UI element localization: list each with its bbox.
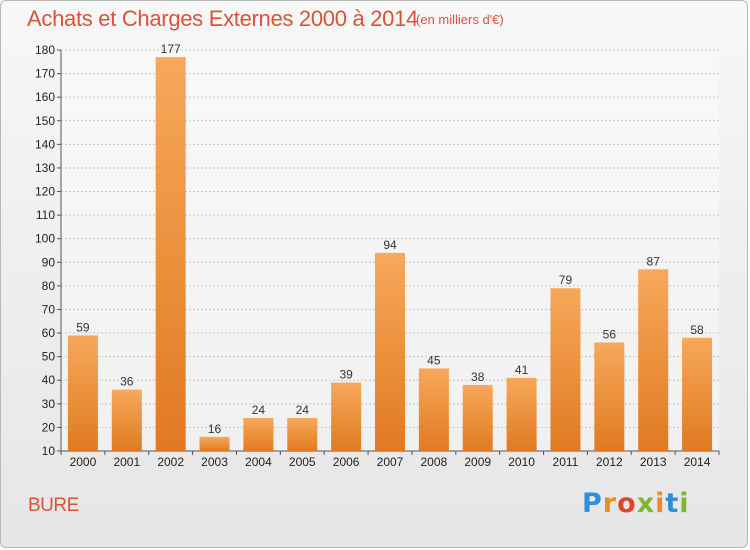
data-label: 56 (603, 327, 617, 341)
bar (111, 389, 142, 451)
y-tick-label: 10 (42, 444, 56, 458)
data-label: 24 (252, 403, 266, 417)
bar (331, 382, 362, 451)
chart-subtitle: (en milliers d'€) (416, 12, 504, 27)
data-label: 58 (690, 323, 704, 337)
bar (375, 252, 405, 451)
x-tick-label: 2001 (113, 455, 140, 469)
chart-title: Achats et Charges Externes 2000 à 2014 (27, 6, 418, 31)
bar (155, 57, 186, 451)
bar (418, 368, 449, 451)
x-tick-label: 2005 (289, 455, 316, 469)
y-tick-label: 70 (42, 302, 56, 316)
y-tick-label: 20 (42, 420, 56, 434)
x-tick-label: 2000 (70, 455, 97, 469)
y-tick-label: 110 (36, 208, 55, 222)
data-label: 41 (515, 363, 529, 377)
x-tick-label: 2013 (640, 455, 667, 469)
y-tick-label: 80 (42, 279, 56, 293)
data-label: 59 (76, 320, 90, 334)
data-label: 39 (339, 368, 353, 382)
bar (638, 269, 669, 451)
x-tick-label: 2003 (201, 455, 228, 469)
logo-letter: t (665, 488, 680, 519)
x-tick-label: 2010 (508, 455, 535, 469)
y-tick-label: 150 (35, 114, 55, 128)
bar (199, 436, 230, 451)
x-tick-label: 2002 (157, 455, 184, 469)
bar (287, 417, 318, 451)
y-tick-label: 130 (35, 161, 55, 175)
bar (67, 335, 98, 451)
data-label: 36 (120, 375, 134, 389)
data-label: 38 (471, 370, 485, 384)
logo-letter: r (602, 488, 618, 519)
y-tick-label: 100 (35, 232, 55, 246)
logo-letter: o (617, 488, 637, 519)
data-label: 94 (383, 238, 397, 252)
x-tick-label: 2012 (596, 455, 623, 469)
commune-name: BURE (28, 495, 79, 516)
x-tick-label: 2011 (553, 455, 579, 469)
bar (682, 337, 713, 451)
bar (594, 342, 625, 451)
x-tick-label: 2006 (333, 455, 360, 469)
data-label: 24 (296, 403, 310, 417)
proxiti-logo: Proxiti (582, 488, 690, 519)
logo-letter: P (582, 488, 603, 519)
bar (243, 417, 274, 451)
data-label: 79 (559, 273, 573, 287)
y-tick-label: 30 (42, 397, 56, 411)
y-tick-label: 160 (35, 90, 55, 104)
x-tick-label: 2007 (377, 455, 404, 469)
bar (506, 377, 537, 451)
y-tick-label: 140 (35, 137, 55, 151)
y-tick-label: 60 (42, 326, 56, 340)
logo-letter: i (679, 488, 690, 519)
y-tick-label: 50 (42, 350, 56, 364)
x-tick-label: 2014 (684, 455, 711, 469)
bar (462, 384, 493, 451)
y-tick-label: 180 (35, 43, 55, 57)
bar (550, 288, 581, 451)
data-label: 87 (647, 254, 661, 268)
data-label: 45 (427, 353, 441, 367)
logo-letter: i (655, 488, 666, 519)
y-tick-label: 90 (42, 255, 56, 269)
data-label: 16 (208, 422, 222, 436)
x-tick-label: 2009 (464, 455, 491, 469)
y-tick-label: 170 (35, 67, 55, 81)
y-tick-label: 40 (42, 373, 56, 387)
data-label: 177 (161, 42, 181, 56)
x-tick-label: 2004 (245, 455, 272, 469)
logo-letter: x (636, 488, 656, 519)
y-tick-label: 120 (35, 185, 55, 199)
x-tick-label: 2008 (421, 455, 448, 469)
